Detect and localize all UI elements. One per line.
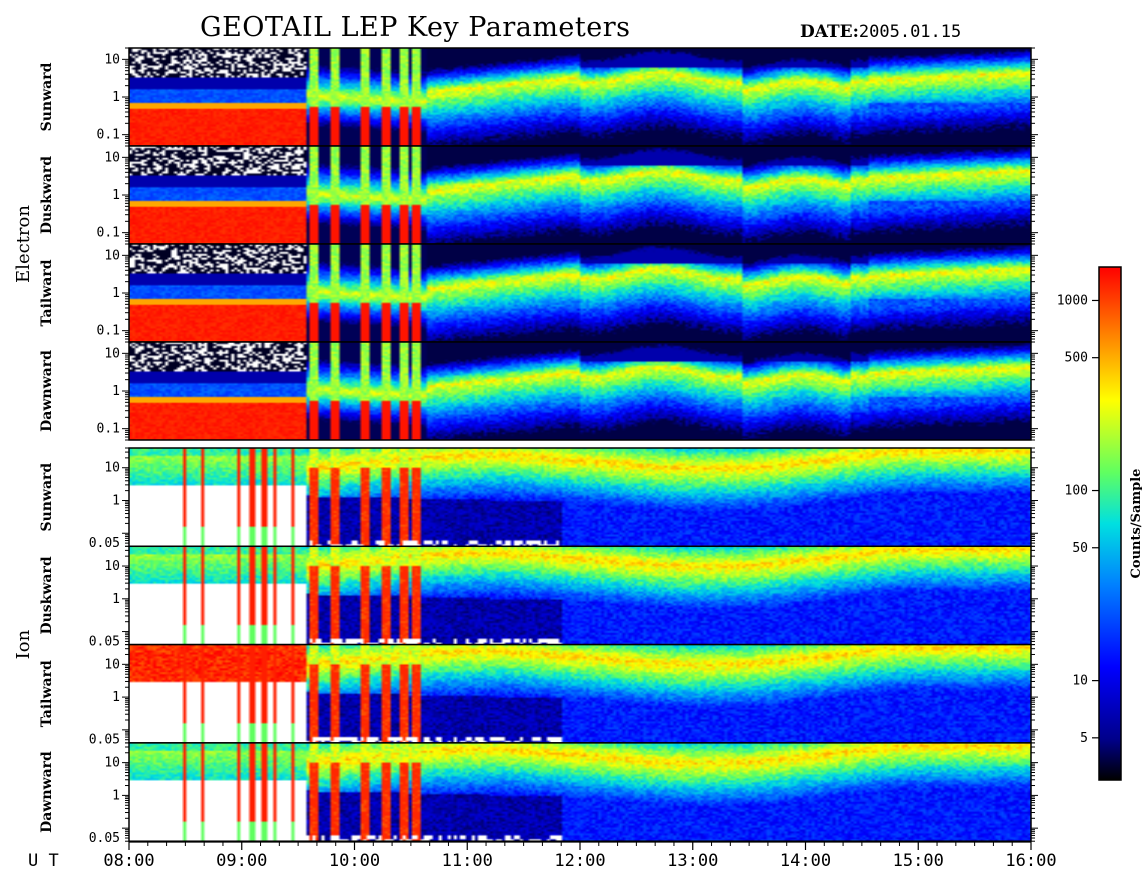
colorbar-tick-label: 5 (1080, 731, 1088, 746)
electron-duskward-heatmap (129, 146, 1031, 244)
x-tick-label: 16:00 (1005, 851, 1056, 871)
y-tick-label: 0.05 (89, 536, 120, 551)
electron-tailward-heatmap (129, 244, 1031, 342)
ion-duskward-label: Duskward (39, 556, 55, 634)
y-tick-label: 1 (112, 90, 120, 105)
colorbar-label: Counts/Sample (1129, 469, 1142, 579)
electron-sunward-panel: 10 1 0.1 Sunward (39, 47, 1038, 147)
y-tick-label: 10 (104, 756, 120, 771)
y-tick-label: 10 (104, 150, 120, 165)
y-tick-label: 0.1 (97, 226, 120, 241)
electron-dawnward-heatmap (129, 342, 1031, 440)
group-labels: Electron Ion (13, 205, 34, 660)
y-tick-label: 0.1 (97, 324, 120, 339)
y-tick-label: 1 (112, 493, 120, 508)
electron-tailward-panel: 10 1 0.1 Tailward (39, 243, 1038, 343)
ion-tailward-panel: 10 1 0.05 Tailward (39, 643, 1038, 748)
ion-duskward-panel: 10 1 0.05 Duskward (39, 545, 1038, 649)
colorbar-tick-label: 1000 (1057, 293, 1088, 308)
colorbar-tick-label: 500 (1065, 351, 1088, 366)
y-tick-label: 1 (112, 384, 120, 399)
y-tick-label: 10 (104, 461, 120, 476)
y-tick-label: 1 (112, 690, 120, 705)
colorbar-tick-label: 100 (1065, 484, 1088, 499)
ion-duskward-heatmap (129, 546, 1031, 645)
electron-sunward-label: Sunward (39, 62, 55, 131)
x-tick-label: 10:00 (329, 851, 380, 871)
x-tick-label: 13:00 (667, 851, 718, 871)
date-label: DATE: (800, 22, 859, 42)
y-tick-label: 10 (104, 657, 120, 672)
electron-dawnward-panel: 10 1 0.1 Dawnward (39, 341, 1038, 441)
electron-group-label: Electron (13, 205, 34, 283)
electron-dawnward-label: Dawnward (39, 350, 55, 432)
time-axis: 08:00 09:00 10:00 11:00 12:00 13:00 14:00 15:00… (28, 841, 1057, 871)
ion-sunward-panel: 10 1 0.05 Sunward (39, 447, 1038, 551)
x-axis-label: U T (28, 851, 59, 871)
x-tick-label: 11:00 (442, 851, 493, 871)
chart-title: GEOTAIL LEP Key Parameters (200, 12, 631, 43)
y-tick-label: 10 (104, 52, 120, 67)
ion-dawnward-heatmap (129, 742, 1031, 842)
y-tick-label: 0.05 (89, 831, 120, 846)
ion-dawnward-label: Dawnward (39, 751, 55, 833)
y-tick-label: 1 (112, 592, 120, 607)
y-tick-label: 10 (104, 248, 120, 263)
electron-duskward-label: Duskward (39, 156, 55, 234)
colorbar-tick-label: 10 (1072, 674, 1088, 689)
date-value: 2005.01.15 (858, 22, 962, 42)
y-tick-label: 0.1 (97, 128, 120, 143)
y-tick-label: 0.05 (89, 634, 120, 649)
x-tick-label: 08:00 (103, 851, 154, 871)
ion-sunward-label: Sunward (39, 463, 55, 532)
y-tick-label: 1 (112, 188, 120, 203)
y-tick-label: 10 (104, 346, 120, 361)
date-readout: DATE:2005.01.15 (800, 22, 961, 42)
electron-duskward-panel: 10 1 0.1 Duskward (39, 145, 1038, 245)
colorbar: 1000 500 100 50 10 5 Counts/Sample (1057, 266, 1142, 781)
x-tick-label: 15:00 (893, 851, 944, 871)
ion-tailward-heatmap (129, 644, 1031, 743)
y-tick-label: 10 (104, 559, 120, 574)
ion-tailward-label: Tailward (39, 660, 55, 727)
y-tick-label: 1 (112, 286, 120, 301)
x-tick-label: 12:00 (554, 851, 605, 871)
electron-tailward-label: Tailward (39, 259, 55, 326)
ion-dawnward-panel: 10 1 0.05 Dawnward (39, 742, 1038, 846)
ion-dawnward-frame (128, 742, 1032, 842)
y-tick-label: 1 (112, 788, 120, 803)
panel-stack: 10 1 0.1 Sunward 10 1 0.1 Duskward 10 1 0.1 Tailwar… (39, 47, 1038, 846)
electron-sunward-heatmap (129, 48, 1031, 146)
y-tick-label: 0.05 (89, 733, 120, 748)
ion-group-label: Ion (13, 629, 34, 659)
colorbar-tick-label: 50 (1072, 541, 1088, 556)
y-tick-label: 0.1 (97, 422, 120, 437)
x-tick-label: 14:00 (780, 851, 831, 871)
ion-sunward-heatmap (129, 448, 1031, 547)
x-tick-label: 09:00 (216, 851, 267, 871)
colorbar-gradient (1098, 266, 1122, 781)
